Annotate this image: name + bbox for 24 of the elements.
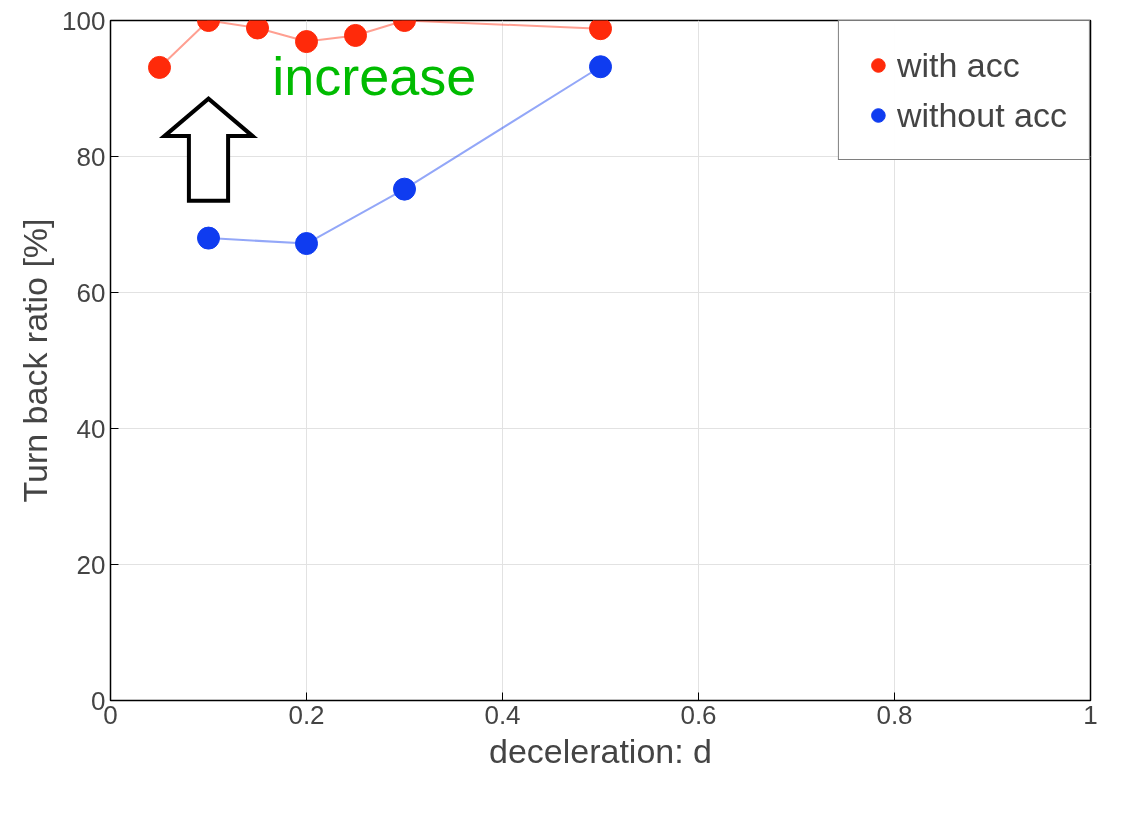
point [246, 20, 269, 40]
x-tick-label: 0.6 [680, 699, 717, 730]
y-tick-label: 100 [62, 5, 106, 36]
x-tick-label: 0.4 [484, 699, 521, 730]
point [589, 20, 612, 41]
point [344, 23, 367, 47]
y-tick-label: 60 [76, 277, 106, 308]
y-tick-label: 20 [76, 549, 106, 580]
y-axis-title: Turn back ratio [%] [16, 218, 55, 503]
x-tick-label: 1 [1083, 699, 1098, 730]
x-axis-title: deceleration: d [488, 731, 713, 770]
point [295, 232, 318, 256]
point [197, 226, 220, 250]
y-tick-label: 80 [76, 141, 106, 172]
point [295, 30, 318, 54]
legend-label: without acc [896, 94, 1067, 136]
annotation: increase [272, 45, 477, 106]
point [148, 55, 171, 79]
point [393, 177, 416, 201]
x-tick-label: 0.2 [288, 699, 325, 730]
x-tick-label: 0.8 [876, 699, 913, 730]
legend-label: with acc [896, 44, 1020, 86]
point [589, 55, 612, 79]
y-tick-label: 40 [76, 413, 106, 444]
